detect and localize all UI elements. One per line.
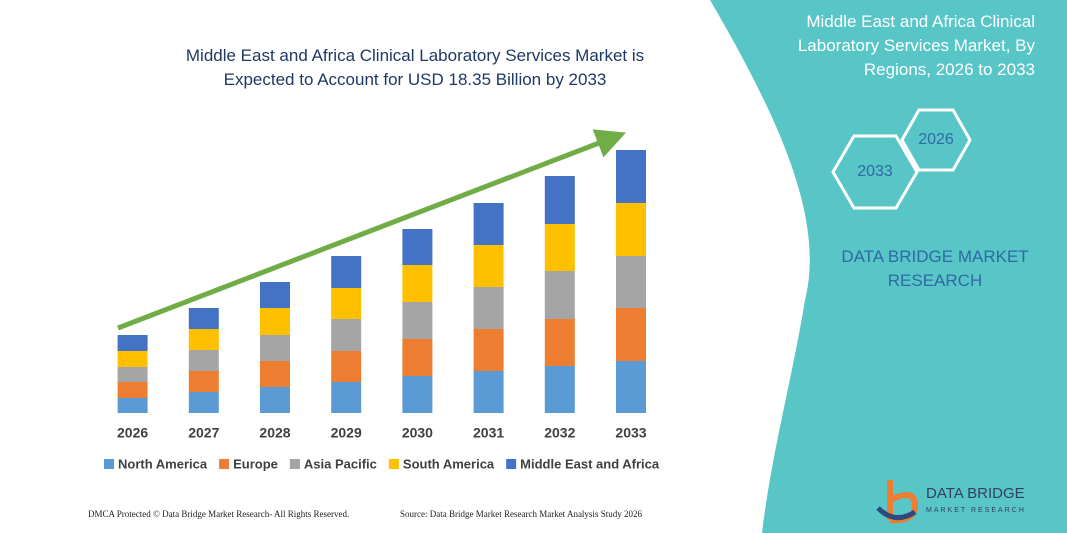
chart-title: Middle East and Africa Clinical Laborato…: [185, 46, 645, 89]
logo-mark: [876, 506, 917, 521]
bar-segment: [117, 367, 148, 382]
bar-segment: [331, 319, 362, 351]
bar-segment: [616, 308, 646, 361]
bar-segment: [331, 288, 362, 319]
bar-segment: [473, 287, 504, 329]
bar-segment: [188, 350, 219, 371]
bar-segment: [188, 392, 219, 413]
bar-segment: [117, 382, 148, 398]
bar-segment: [473, 329, 504, 371]
bar-segment: [188, 308, 219, 329]
x-tick-label: 2026: [117, 425, 148, 441]
x-tick-label: 2029: [331, 425, 362, 441]
hex-label: 2026: [918, 131, 954, 148]
x-tick-label: 2031: [473, 425, 504, 441]
x-tick-label: 2032: [544, 425, 575, 441]
footer-left: DMCA Protected © Data Bridge Market Rese…: [88, 509, 349, 519]
footer-right: Source: Data Bridge Market Research Mark…: [400, 509, 642, 519]
bar-segment: [117, 398, 148, 413]
logo-tagline: MARKET RESEARCH: [926, 507, 1026, 514]
bar-segment: [331, 351, 362, 382]
trend-arrow: [117, 129, 627, 331]
x-tick-label: 2030: [402, 425, 433, 441]
x-tick-label: 2028: [259, 425, 290, 441]
legend-label: Middle East and Africa: [520, 456, 660, 471]
bar-segment: [544, 319, 575, 366]
bar-segment: [188, 329, 219, 350]
bar-segment: [544, 224, 575, 271]
bar-segment: [117, 335, 148, 351]
bar-segment: [260, 335, 290, 361]
legend-swatch: [506, 459, 517, 469]
hex-label: 2033: [857, 163, 893, 180]
legend-swatch: [388, 459, 399, 469]
bar-segment: [544, 366, 575, 413]
bar-segment: [616, 150, 646, 203]
bar-segment: [260, 282, 290, 308]
bar-segment: [260, 387, 290, 413]
bar-segment: [117, 351, 148, 367]
bar-segment: [331, 256, 362, 288]
bar-segment: [616, 361, 646, 413]
legend-label: North America: [118, 456, 208, 471]
bar-segment: [402, 376, 433, 413]
x-tick-label: 2033: [615, 425, 646, 441]
bar-segment: [402, 265, 433, 302]
bar-segment: [473, 245, 504, 287]
bar-segment: [616, 256, 646, 308]
panel-title: Middle East and Africa Clinical Laborato…: [797, 12, 1035, 79]
bar-segment: [544, 176, 575, 224]
bar-segment: [260, 361, 290, 387]
bar-segment: [402, 339, 433, 376]
bar-segment: [188, 371, 219, 392]
bar-segment: [331, 382, 362, 413]
bar-segment: [473, 203, 504, 245]
hexagon: [831, 134, 919, 210]
bar-segment: [402, 302, 433, 339]
bar-segment: [473, 371, 504, 413]
legend-label: South America: [403, 456, 495, 471]
legend-swatch: [289, 459, 300, 469]
hexagon: [900, 108, 972, 172]
brand: DATA BRIDGE MARKET RESEARCH: [841, 247, 1029, 290]
legend-swatch: [104, 459, 114, 469]
bar-segment: [544, 271, 575, 319]
bar-segment: [260, 308, 290, 335]
side-panel: [710, 0, 1067, 533]
bar-segment: [402, 229, 433, 265]
logo-name: DATA BRIDGE: [926, 485, 1025, 502]
legend-label: Asia Pacific: [304, 456, 377, 471]
x-tick-label: 2027: [188, 425, 219, 441]
legend-swatch: [219, 459, 230, 469]
legend-label: Europe: [233, 456, 278, 471]
bar-segment: [616, 203, 646, 256]
